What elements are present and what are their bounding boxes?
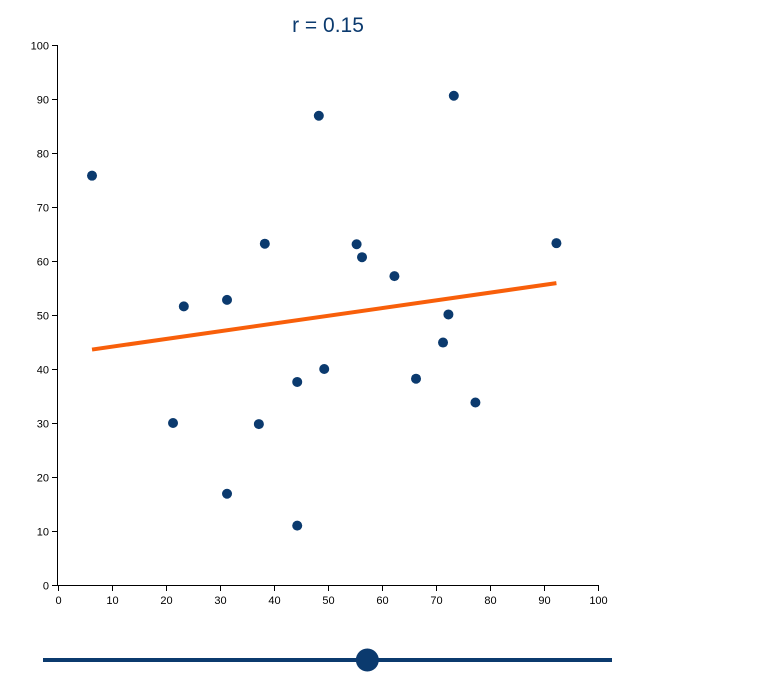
- data-point: [292, 376, 303, 387]
- data-point: [389, 271, 400, 282]
- data-point: [87, 170, 98, 181]
- y-tick-label: 80: [37, 149, 49, 161]
- data-point: [313, 110, 324, 121]
- data-point: [222, 294, 233, 305]
- data-point: [551, 238, 562, 249]
- y-tick-label: 90: [37, 95, 49, 107]
- y-tick-label: 50: [37, 311, 49, 323]
- data-points: [87, 90, 562, 531]
- x-tick-label: 20: [160, 595, 172, 607]
- x-tick-label: 70: [430, 595, 442, 607]
- y-tick-label: 70: [37, 203, 49, 215]
- data-point: [259, 238, 270, 249]
- data-point: [222, 488, 233, 499]
- data-point: [319, 364, 330, 374]
- y-tick-label: 40: [37, 365, 49, 377]
- x-tick-label: 40: [268, 595, 280, 607]
- chart-title: r = 0.15: [292, 14, 364, 37]
- y-tick-label: 100: [31, 41, 49, 53]
- data-point: [470, 397, 481, 408]
- data-point: [168, 418, 179, 428]
- data-point: [178, 301, 189, 312]
- data-point: [357, 252, 368, 263]
- x-tick-label: 30: [214, 595, 226, 607]
- data-point: [253, 419, 264, 430]
- x-tick-label: 50: [322, 595, 334, 607]
- regression-line: [91, 281, 557, 352]
- x-tick-label: 80: [484, 595, 496, 607]
- data-point: [438, 337, 449, 348]
- y-tick-label: 0: [43, 581, 49, 593]
- y-tick-label: 60: [37, 257, 49, 269]
- slider-handle[interactable]: [355, 648, 379, 672]
- x-axis: 0 10 20 30 40 50 60 70 80 90 100: [55, 585, 608, 607]
- data-point: [292, 520, 303, 531]
- data-point: [411, 373, 422, 384]
- x-tick-label: 60: [376, 595, 388, 607]
- data-point: [448, 90, 459, 101]
- correlation-slider[interactable]: [43, 648, 612, 672]
- y-tick-label: 10: [37, 527, 49, 539]
- x-tick-label: 10: [106, 595, 118, 607]
- data-point: [351, 239, 362, 250]
- x-tick-label: 90: [538, 595, 550, 607]
- x-tick-label: 100: [589, 595, 607, 607]
- y-tick-label: 30: [37, 419, 49, 431]
- data-point: [443, 309, 454, 320]
- y-tick-label: 20: [37, 473, 49, 485]
- x-tick-label: 0: [55, 595, 61, 607]
- y-axis: 0 10 20 30 40 50 60 70 80 90 100: [31, 41, 58, 593]
